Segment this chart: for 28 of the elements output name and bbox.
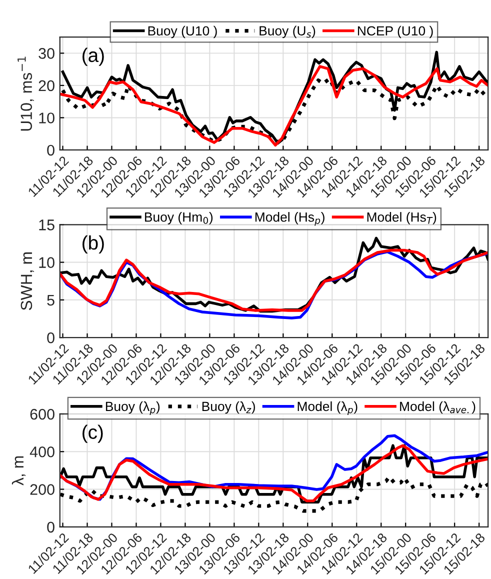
y-tick-label: 200 bbox=[30, 484, 54, 495]
y-tick-label: 400 bbox=[30, 446, 54, 458]
y-tick-label: 0 bbox=[47, 144, 54, 156]
y-tick-label: 600 bbox=[30, 408, 54, 420]
y-tick-label: 10 bbox=[39, 257, 54, 268]
y-tick-label: 15 bbox=[39, 220, 54, 230]
annotation: (b) bbox=[82, 235, 104, 254]
legend-label: Model (λ$_{p}$) bbox=[298, 401, 358, 416]
y-axis-title: SWH, m bbox=[20, 252, 34, 310]
y-tick-label: 0 bbox=[47, 332, 54, 344]
y-axis-title: U10, ms$^{−1}$ bbox=[18, 56, 34, 131]
y-tick-label: 0 bbox=[47, 522, 54, 533]
y-axis-title: λ, m bbox=[12, 456, 26, 486]
legend-label: Buoy (λ$_{z}$) bbox=[202, 401, 255, 414]
legend-label: NCEP (U10 ) bbox=[358, 26, 433, 38]
y-tick-label: 20 bbox=[38, 80, 54, 92]
y-tick-label: 10 bbox=[39, 112, 54, 124]
legend-label: Buoy (Hm$_{0}$) bbox=[145, 212, 213, 224]
legend-label: Model (Hs$_{p}$) bbox=[255, 212, 324, 226]
legend-label: Model (Hs$_{T}$) bbox=[367, 212, 436, 224]
annotation: (a) bbox=[82, 48, 104, 66]
legend-label: Model (λ$_{ave.}$) bbox=[400, 401, 476, 414]
legend-label: Buoy (U$_{s}$) bbox=[260, 26, 316, 38]
y-tick-label: 30 bbox=[38, 48, 54, 59]
annotation: (c) bbox=[82, 424, 103, 443]
legend-label: Buoy (λ$_{p}$) bbox=[106, 401, 160, 416]
y-tick-label: 5 bbox=[47, 294, 54, 306]
legend-label: Buoy (U10 ) bbox=[148, 26, 217, 38]
